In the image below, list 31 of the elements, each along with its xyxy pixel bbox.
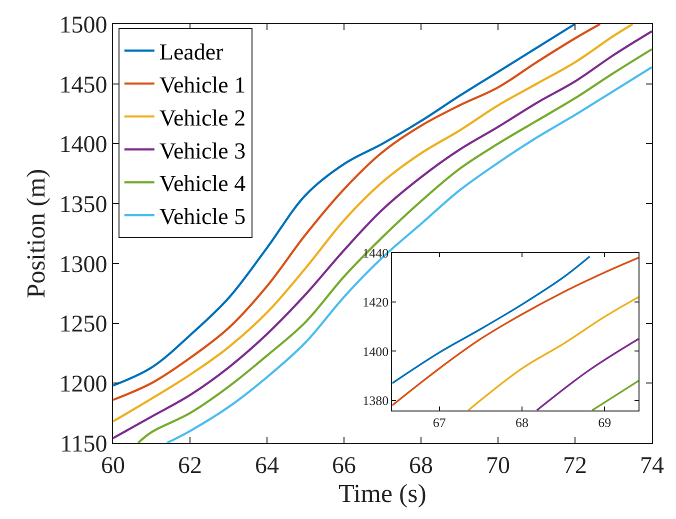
legend-label: Vehicle 5: [159, 204, 246, 230]
x-tick-label: 67: [432, 414, 446, 430]
legend-label: Leader: [159, 40, 224, 65]
y-tick-label: 1380: [362, 393, 389, 408]
y-axis-title: Position (m): [22, 168, 51, 298]
x-tick-label: 69: [598, 414, 612, 430]
line-series: [392, 256, 639, 406]
x-tick-label: 70: [486, 452, 510, 479]
y-tick-label: 1350: [59, 192, 108, 218]
y-tick-label: 1420: [362, 294, 389, 310]
legend-label: Vehicle 1: [159, 72, 246, 98]
legend-label: Vehicle 2: [159, 105, 246, 130]
x-tick-label: 62: [178, 452, 202, 479]
line-series: [467, 296, 639, 410]
x-axis-title: Time (s): [338, 478, 426, 508]
y-tick-label: 1300: [59, 252, 108, 278]
line-series: [392, 256, 591, 384]
legend-label: Vehicle 4: [159, 171, 246, 196]
y-tick-label: 1500: [59, 12, 108, 38]
x-tick-label: 74: [640, 452, 664, 479]
y-tick-label: 1400: [59, 132, 108, 158]
x-tick-label: 64: [255, 452, 279, 479]
y-tick-label: 1400: [362, 344, 389, 359]
y-tick-label: 1250: [59, 312, 108, 338]
x-tick-label: 68: [515, 414, 528, 430]
y-tick-label: 1200: [59, 372, 108, 398]
x-tick-label: 72: [563, 452, 587, 479]
x-tick-label: 68: [409, 452, 433, 479]
y-tick-label: 1450: [59, 72, 108, 98]
legend-label: Vehicle 3: [159, 138, 246, 164]
x-tick-label: 66: [332, 452, 356, 479]
